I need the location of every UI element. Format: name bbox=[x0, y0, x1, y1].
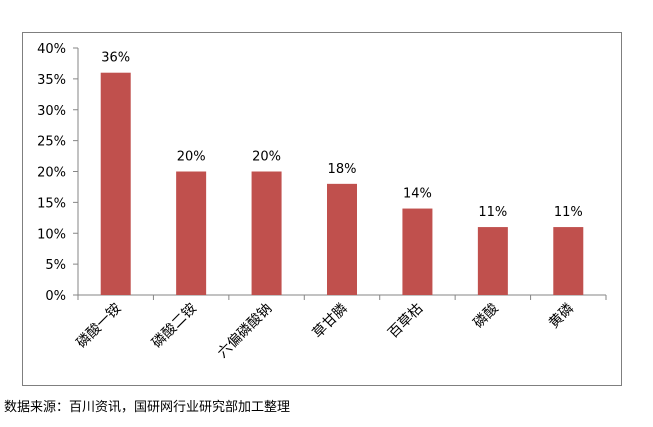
bar bbox=[176, 171, 207, 295]
source-note: 数据来源：百川资讯，国研网行业研究部加工整理 bbox=[4, 400, 291, 415]
data-label: 11% bbox=[478, 205, 507, 220]
data-label: 14% bbox=[403, 187, 432, 202]
x-tick-label: 六偏磷酸钠 bbox=[215, 301, 276, 362]
y-tick-label: 0% bbox=[45, 289, 66, 304]
y-tick-label: 15% bbox=[37, 196, 66, 211]
data-label: 11% bbox=[554, 205, 583, 220]
x-tick-label: 黄磷 bbox=[545, 300, 577, 332]
x-tick-label: 磷酸二铵 bbox=[149, 301, 200, 352]
y-tick-label: 30% bbox=[37, 104, 66, 119]
bar bbox=[553, 227, 584, 295]
y-tick-label: 5% bbox=[45, 258, 66, 273]
y-tick-label: 40% bbox=[37, 42, 66, 57]
bar bbox=[100, 72, 131, 295]
y-tick-label: 25% bbox=[37, 135, 66, 150]
x-tick-label: 草甘膦 bbox=[310, 301, 351, 342]
data-label: 20% bbox=[177, 150, 206, 165]
x-tick-label: 磷酸一铵 bbox=[74, 301, 125, 352]
data-label: 36% bbox=[101, 51, 130, 66]
bar bbox=[251, 171, 282, 295]
bar bbox=[327, 183, 357, 295]
x-tick-label: 百草枯 bbox=[385, 301, 426, 342]
data-label: 20% bbox=[252, 150, 281, 165]
y-tick-label: 10% bbox=[37, 227, 66, 242]
bar bbox=[477, 227, 508, 295]
y-tick-label: 20% bbox=[37, 166, 66, 181]
x-tick-label: 磷酸 bbox=[471, 301, 502, 332]
y-tick-label: 35% bbox=[37, 73, 66, 88]
bar bbox=[402, 208, 433, 295]
data-label: 18% bbox=[328, 162, 357, 177]
